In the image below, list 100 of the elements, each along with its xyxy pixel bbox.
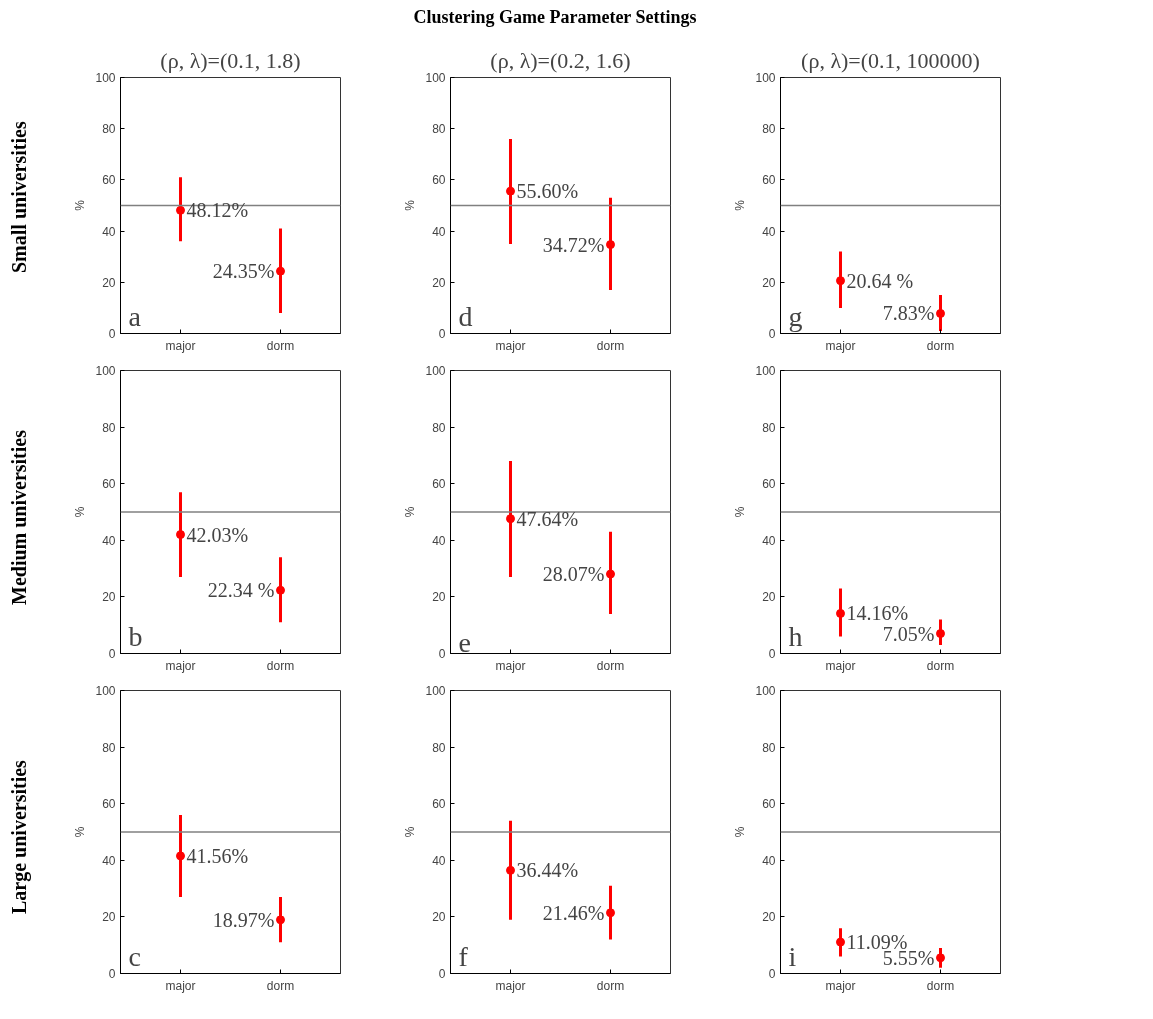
x-tick-label: major: [165, 978, 196, 993]
y-tick-label: 0: [438, 327, 446, 341]
y-tick-label: 100: [425, 364, 446, 378]
y-tick-label: 40: [102, 224, 116, 239]
x-tick-label: major: [495, 658, 526, 673]
x-tick-label: major: [825, 978, 856, 993]
y-tick-label: 20: [102, 275, 116, 290]
y-axis-title: %: [73, 826, 88, 838]
x-tick-label: major: [495, 338, 526, 353]
y-tick-label: 40: [762, 533, 776, 548]
x-tick-label: dorm: [596, 658, 625, 673]
y-tick-label: 60: [102, 173, 116, 188]
y-tick-label: 40: [762, 853, 776, 868]
y-tick-label: 60: [432, 477, 446, 492]
data-label: 42.03%: [186, 523, 249, 546]
x-tick-label: major: [825, 658, 856, 673]
y-axis-title: %: [733, 826, 748, 838]
y-tick-label: 60: [102, 477, 116, 492]
x-tick-label: major: [165, 338, 196, 353]
y-tick-label: 100: [425, 71, 446, 85]
y-tick-label: 0: [108, 967, 116, 981]
y-tick-label: 80: [432, 420, 446, 435]
y-tick-label: 20: [432, 590, 446, 605]
y-tick-label: 80: [102, 122, 116, 137]
x-tick-label: dorm: [926, 658, 955, 673]
y-tick-label: 60: [762, 797, 776, 812]
y-tick-label: 100: [755, 71, 776, 85]
y-tick-label: 0: [108, 647, 116, 661]
y-tick-label: 100: [95, 71, 116, 85]
y-tick-label: 0: [768, 967, 776, 981]
y-tick-label: 80: [432, 740, 446, 755]
x-tick-label: dorm: [596, 978, 625, 993]
y-tick-label: 80: [102, 740, 116, 755]
data-label: 47.64%: [516, 507, 579, 530]
x-tick-label: major: [825, 338, 856, 353]
y-tick-label: 40: [762, 224, 776, 239]
y-tick-label: 80: [762, 122, 776, 137]
y-tick-label: 80: [102, 420, 116, 435]
x-tick-label: dorm: [266, 338, 295, 353]
x-tick-label: dorm: [926, 338, 955, 353]
x-tick-label: dorm: [266, 658, 295, 673]
data-label: 7.83%: [882, 302, 935, 325]
y-tick-label: 40: [432, 533, 446, 548]
y-tick-label: 20: [762, 910, 776, 925]
text: Medium universities: [7, 430, 31, 605]
chart-title: (ρ, λ)=(0.1, 100000): [801, 47, 980, 73]
y-tick-label: 0: [768, 327, 776, 341]
y-tick-label: 100: [95, 364, 116, 378]
annotation: c: [128, 940, 141, 972]
data-label: 18.97%: [212, 908, 275, 931]
y-tick-label: 80: [762, 740, 776, 755]
chart-title: (ρ, λ)=(0.2, 1.6): [490, 47, 631, 73]
annotation: a: [128, 300, 142, 332]
y-axis-title: %: [733, 506, 748, 518]
text: Small universities: [7, 121, 31, 274]
x-tick-label: dorm: [596, 338, 625, 353]
y-tick-label: 0: [768, 647, 776, 661]
text: Clustering Game Parameter Settings: [413, 6, 697, 29]
y-axis-title: %: [403, 826, 418, 838]
x-tick-label: major: [165, 658, 196, 673]
y-tick-label: 100: [755, 684, 776, 698]
data-label: 28.07%: [542, 563, 605, 586]
y-tick-label: 40: [432, 853, 446, 868]
y-axis-title: %: [73, 199, 88, 211]
y-tick-label: 40: [432, 224, 446, 239]
y-axis-title: %: [403, 199, 418, 211]
y-tick-label: 60: [432, 797, 446, 812]
x-tick-label: dorm: [266, 978, 295, 993]
data-label: 21.46%: [542, 901, 605, 924]
annotation: h: [788, 620, 803, 652]
data-label: 41.56%: [186, 844, 249, 867]
data-label: 22.34 %: [207, 579, 275, 602]
y-tick-label: 20: [102, 910, 116, 925]
y-tick-label: 0: [438, 647, 446, 661]
y-tick-label: 20: [102, 590, 116, 605]
y-tick-label: 20: [762, 590, 776, 605]
y-tick-label: 100: [95, 684, 116, 698]
data-label: 36.44%: [516, 859, 579, 882]
data-label: 7.05%: [882, 622, 935, 645]
y-axis-title: %: [73, 506, 88, 518]
data-label: 55.60%: [516, 180, 579, 203]
x-tick-label: major: [495, 978, 526, 993]
data-label: 48.12%: [186, 199, 249, 222]
y-tick-label: 60: [762, 173, 776, 188]
y-tick-label: 80: [432, 122, 446, 137]
y-tick-label: 20: [432, 275, 446, 290]
annotation: g: [788, 300, 803, 332]
annotation: f: [458, 940, 469, 972]
y-tick-label: 60: [102, 797, 116, 812]
annotation: i: [788, 940, 797, 972]
data-label: 20.64 %: [846, 269, 914, 292]
y-tick-label: 60: [432, 173, 446, 188]
annotation: d: [458, 300, 473, 332]
y-tick-label: 40: [102, 533, 116, 548]
y-axis-title: %: [403, 506, 418, 518]
data-label: 14.16%: [846, 602, 909, 625]
y-tick-label: 100: [755, 364, 776, 378]
y-tick-label: 20: [762, 275, 776, 290]
y-tick-label: 60: [762, 477, 776, 492]
y-tick-label: 20: [432, 910, 446, 925]
